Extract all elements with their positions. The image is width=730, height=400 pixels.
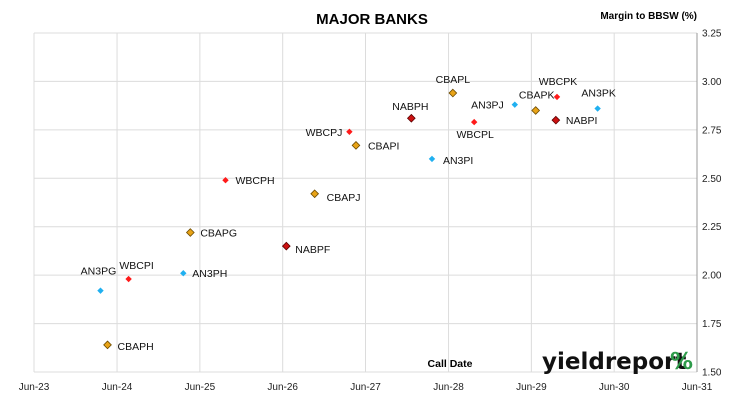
y-tick-label: 2.50 [702,174,722,185]
point-label-nabpi: NABPI [566,115,598,127]
point-cbapk [531,106,541,115]
x-tick-labels: Jun-23 Jun-24 Jun-25 Jun-26 Jun-27 Jun-28 Jun-… [19,382,713,393]
point-label-cbapl: CBAPL [436,74,471,86]
point-an3pg [97,287,104,294]
y-tick-label: 1.50 [702,368,722,379]
point-label-an3pk: AN3PK [581,88,615,100]
x-tick-label: Jun-24 [102,382,133,393]
point-cbapj [310,189,320,199]
x-tick-label: Jun-31 [682,382,713,393]
point-label-cbapi: CBAPI [368,140,400,152]
grid-lines [33,32,698,373]
x-tick-label: Jun-30 [599,382,630,393]
y-tick-labels: 1.50 1.75 2.00 2.25 2.50 2.75 3.00 3.25 [702,29,722,379]
point-cbapg [185,228,195,237]
point-label-wbcpi: WBCPI [119,260,153,272]
point-wbcpi [125,275,132,283]
x-axis-title: Call Date [428,358,473,370]
point-an3pk [594,105,601,112]
y-tick-label: 3.00 [702,77,722,88]
data-points [97,88,601,350]
point-an3ph [180,270,187,277]
point-an3pi [428,155,436,163]
point-cbapl [448,88,458,98]
point-nabpi [551,115,561,125]
point-label-cbapj: CBAPJ [327,192,361,204]
y-tick-label: 2.00 [702,271,722,282]
point-label-nabpf: NABPF [295,244,330,256]
point-label-an3pg: AN3PG [81,266,117,278]
point-nabph [406,113,416,123]
point-nabpf [281,241,291,251]
brand-percent-icon: % [670,349,693,375]
brand-name: yieldreport [542,349,686,375]
point-label-wbcph: WBCPH [236,175,275,187]
point-label-an3pj: AN3PJ [471,100,504,112]
x-tick-label: Jun-29 [516,382,547,393]
point-wbcpk [553,93,561,101]
point-an3pj [511,101,518,108]
y-tick-label: 1.75 [702,319,722,330]
point-label-cbapg: CBAPG [200,228,237,240]
x-tick-label: Jun-28 [433,382,464,393]
point-cbaph [103,340,112,350]
point-label-wbcpk: WBCPK [539,76,578,88]
x-tick-label: Jun-23 [19,382,50,393]
point-label-cbapk: CBAPK [519,89,555,101]
x-tick-label: Jun-26 [267,382,298,393]
point-label-cbaph: CBAPH [118,341,154,353]
y-tick-label: 2.75 [702,125,722,136]
y-tick-label: 3.25 [702,29,722,40]
x-tick-label: Jun-25 [185,382,216,393]
x-tick-label: Jun-27 [350,382,381,393]
point-label-wbcpl: WBCPL [457,129,495,141]
chart-title: MAJOR BANKS [316,11,428,28]
y-axis-title: Margin to BBSW (%) [600,11,697,22]
point-wbcpj [346,128,353,135]
point-label-wbcpj: WBCPJ [306,127,343,139]
point-cbapi [351,140,361,150]
point-label-an3ph: AN3PH [192,268,227,280]
point-label-nabph: NABPH [392,101,428,113]
y-tick-label: 2.25 [702,222,722,233]
yieldreport-logo: yieldreport % [542,349,693,375]
point-labels: AN3PG WBCPI CBAPH AN3PH CBAPG WBCPH NABPF CBAPJ… [81,74,616,353]
point-label-an3pi: AN3PI [443,155,473,167]
point-wbcpl [470,118,478,126]
point-wbcph [222,177,229,184]
